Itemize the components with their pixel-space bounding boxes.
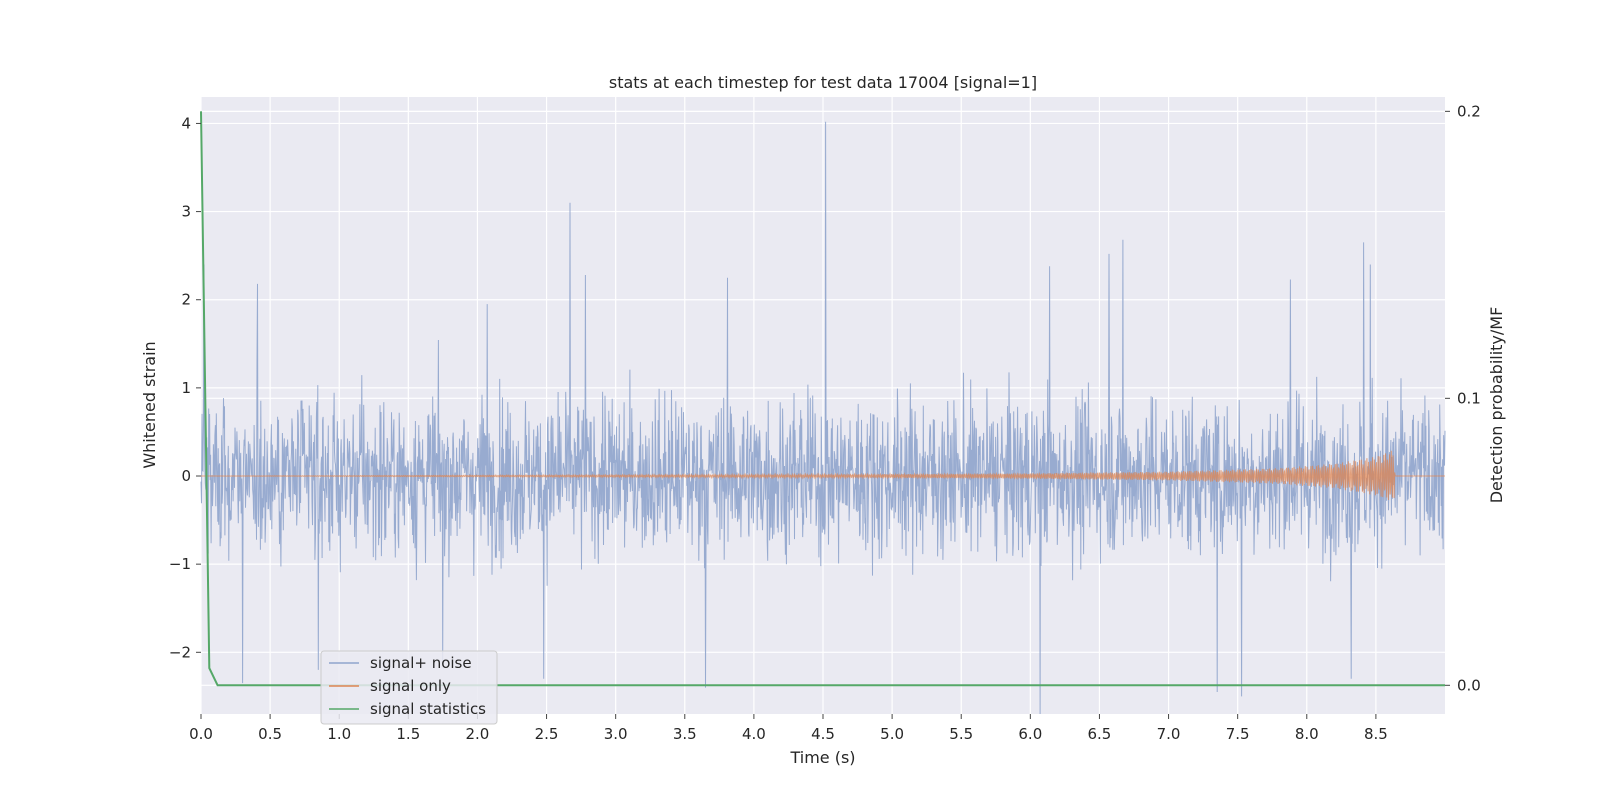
x-tick-label: 5.5 — [949, 725, 973, 743]
y-tick-label: 4 — [181, 114, 191, 132]
x-tick-label: 6.0 — [1018, 725, 1042, 743]
series-signal-noise — [200, 121, 1446, 715]
y2-axis-ticks: 0.0 0.1 0.2 — [1445, 102, 1481, 694]
x-tick-label: 6.5 — [1088, 725, 1112, 743]
legend-label-noise: signal+ noise — [370, 654, 472, 672]
series-signal-statistics — [200, 111, 1445, 687]
x-tick-label: 2.0 — [466, 725, 490, 743]
signal-line — [201, 450, 1445, 501]
x-tick-label: 0.0 — [189, 725, 213, 743]
y-tick-label: 3 — [181, 203, 191, 221]
y-axis-ticks: −2 −1 0 1 2 3 4 — [169, 114, 201, 661]
x-tick-label: 3.0 — [604, 725, 628, 743]
legend-box — [320, 650, 498, 725]
x-tick-label: 8.0 — [1295, 725, 1319, 743]
y-tick-label: 0 — [181, 467, 191, 485]
y-axis-label: Whitened strain — [140, 341, 159, 468]
y-tick-label: 2 — [181, 291, 191, 309]
x-axis-label: Time (s) — [789, 748, 855, 767]
legend: signal+ noise signal only signal statist… — [320, 650, 498, 725]
x-tick-label: 3.5 — [673, 725, 697, 743]
y2-tick-label: 0.2 — [1457, 102, 1481, 120]
series-signal-only — [201, 450, 1445, 501]
x-tick-label: 4.5 — [811, 725, 835, 743]
noise-line — [200, 121, 1446, 715]
x-tick-label: 1.5 — [396, 725, 420, 743]
x-tick-label: 1.0 — [327, 725, 351, 743]
y2-tick-label: 0.0 — [1457, 676, 1481, 694]
stats-line — [200, 111, 1445, 687]
x-tick-label: 5.0 — [880, 725, 904, 743]
chart-title: stats at each timestep for test data 170… — [609, 73, 1037, 92]
y-tick-label: −1 — [169, 555, 191, 573]
x-axis-ticks: 0.0 0.5 1.0 1.5 2.0 2.5 3.0 3.5 4.0 4.5 5.0 5.5 6.0 6… — [189, 714, 1388, 743]
x-tick-label: 7.0 — [1157, 725, 1181, 743]
x-tick-label: 7.5 — [1226, 725, 1250, 743]
y-tick-label: −2 — [169, 643, 191, 661]
x-tick-label: 0.5 — [258, 725, 282, 743]
x-tick-label: 2.5 — [535, 725, 559, 743]
legend-label-signal: signal only — [370, 677, 451, 695]
x-tick-label: 4.0 — [742, 725, 766, 743]
y2-axis-label: Detection probability/MF — [1487, 307, 1506, 504]
legend-label-stats: signal statistics — [370, 700, 486, 718]
y-tick-label: 1 — [181, 379, 191, 397]
x-tick-label: 8.5 — [1364, 725, 1388, 743]
y2-tick-label: 0.1 — [1457, 389, 1481, 407]
